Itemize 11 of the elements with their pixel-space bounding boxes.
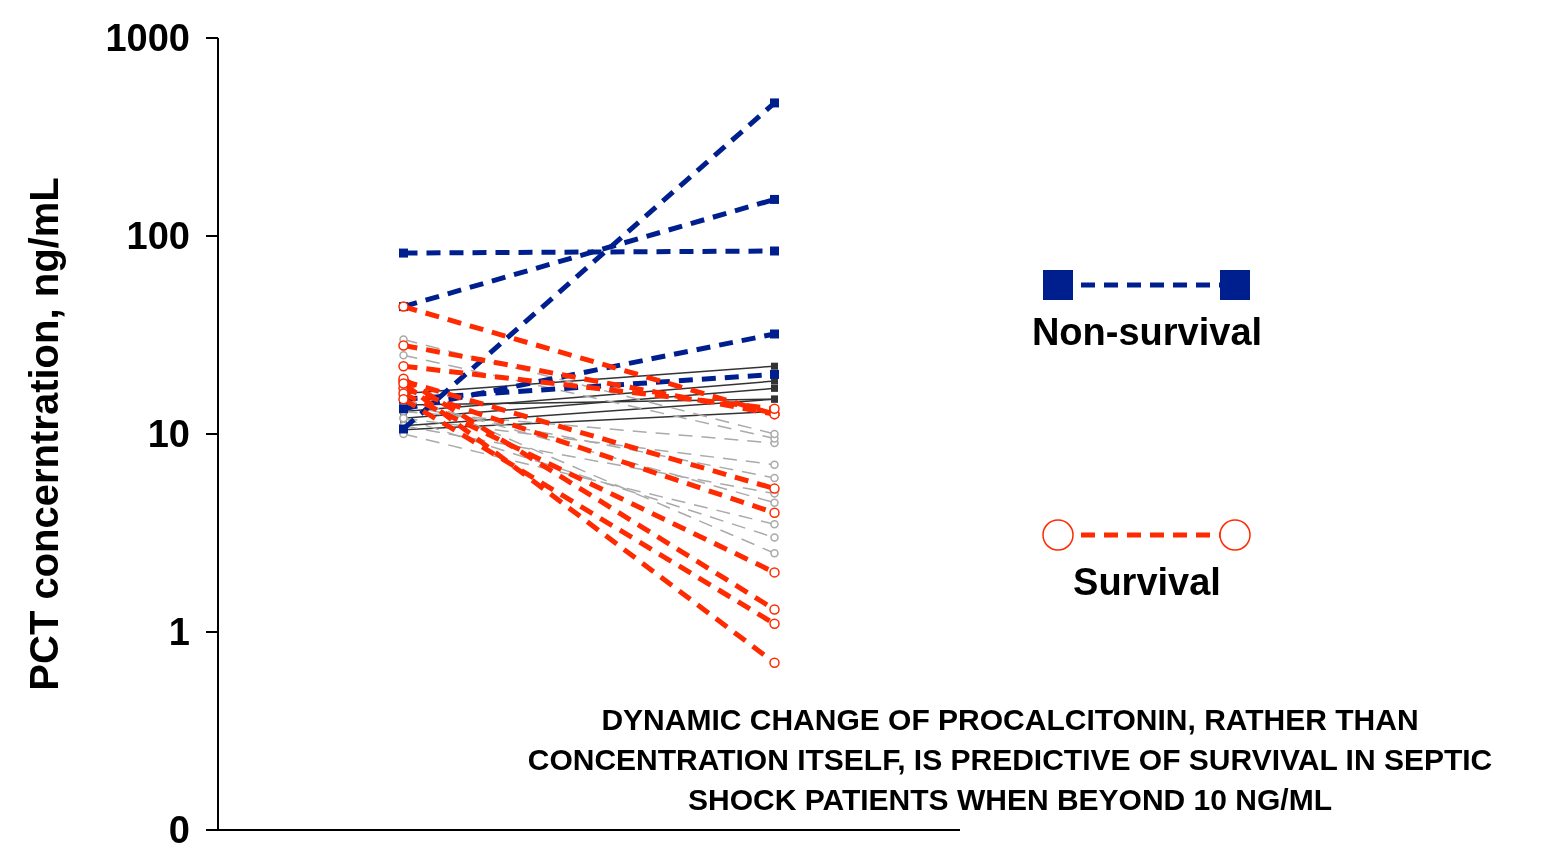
- legend-label: Non-survival: [1031, 311, 1263, 353]
- y-axis-title: PCT concerntration, ng/mL: [22, 177, 66, 691]
- annotation: SHOCK PATIENTS WHEN BEYOND 10 NG/ML: [688, 783, 1332, 816]
- y-tick-label: 1: [168, 611, 190, 654]
- legend-label: Survival: [1073, 561, 1221, 603]
- annotation: CONCENTRATION ITSELF, IS PREDICTIVE OF SURVIVAL IN SEPTIC: [527, 743, 1493, 776]
- y-tick-label: 100: [126, 215, 190, 258]
- annotation: DYNAMIC CHANGE OF PROCALCITONIN, RATHER THAN: [601, 703, 1419, 736]
- y-tick-label: 0: [168, 809, 190, 846]
- y-tick-label: 1000: [105, 17, 190, 60]
- y-tick-label: 10: [147, 413, 190, 456]
